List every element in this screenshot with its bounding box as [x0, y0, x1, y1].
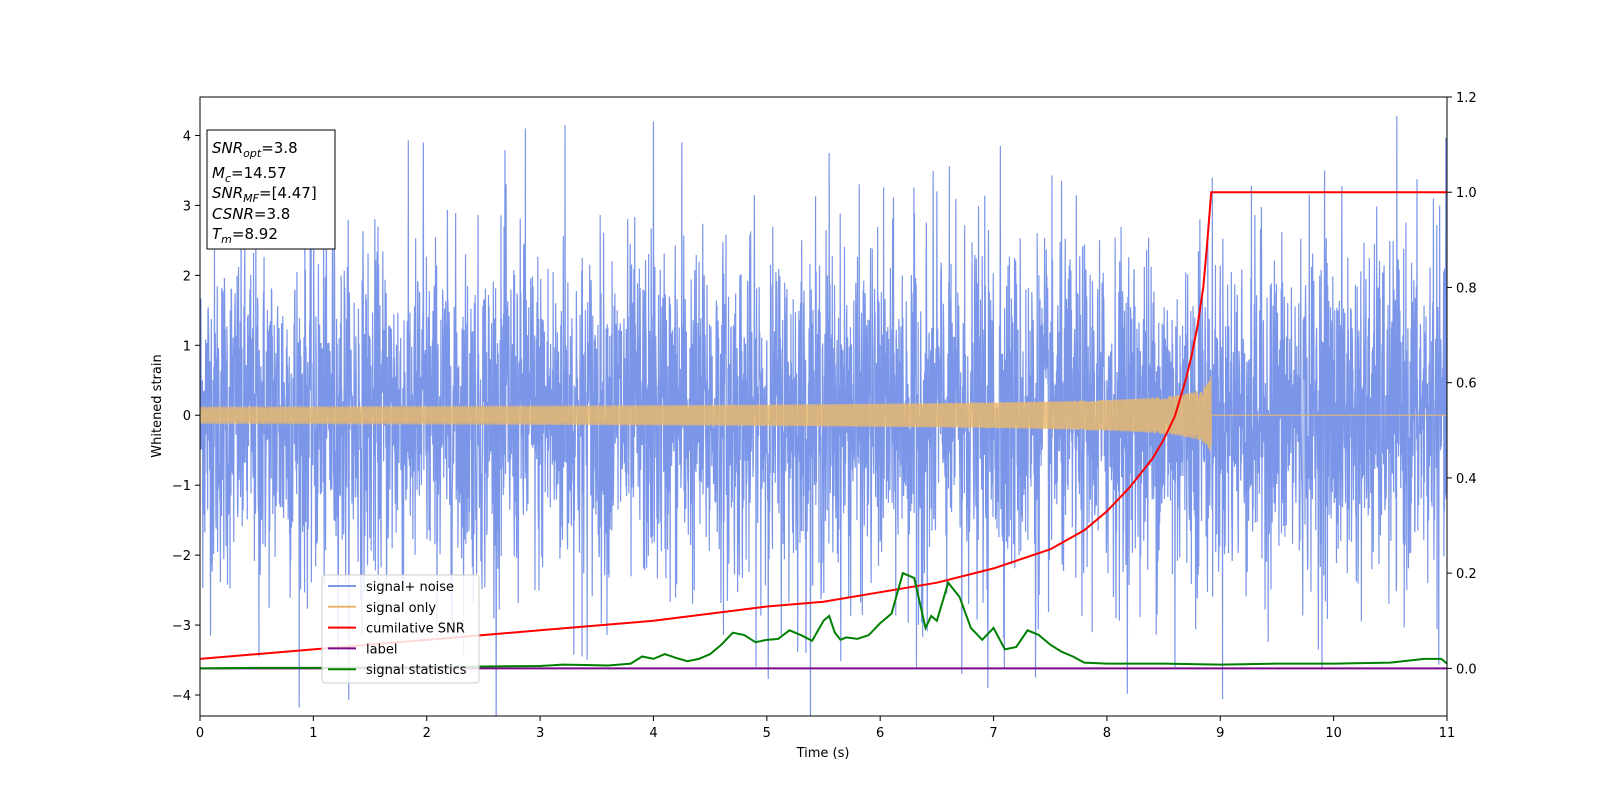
- x-tick-label: 11: [1439, 726, 1456, 741]
- info-box: SNRopt=3.8Mc=14.57SNRMF=[4.47]CSNR=3.8Tm…: [206, 129, 336, 250]
- info-subscript: MF: [243, 192, 259, 205]
- info-subscript: c: [225, 172, 231, 185]
- y-tick-label: −1: [172, 479, 191, 494]
- x-tick-label: 10: [1325, 726, 1342, 741]
- x-tick-label: 8: [1103, 726, 1111, 741]
- plot-frame: [199, 96, 1448, 717]
- info-symbol: CSNR: [212, 205, 254, 223]
- x-tick-label: 4: [649, 726, 657, 741]
- y2-tick-label: 1.2: [1456, 91, 1477, 106]
- legend-label: cumilative SNR: [366, 622, 465, 637]
- y-tick-label: 1: [183, 339, 191, 354]
- info-line: CSNR=3.8: [212, 205, 290, 223]
- y-tick-label: 4: [183, 129, 191, 144]
- info-symbol: SNR: [212, 184, 243, 202]
- x-tick-label: 3: [536, 726, 544, 741]
- info-line: SNRopt=3.8: [212, 139, 298, 160]
- series-signal-statistics: [200, 571, 1447, 670]
- legend-label: signal+ noise: [366, 580, 454, 595]
- y-tick-label: 2: [183, 269, 191, 284]
- legend-label: signal only: [366, 601, 436, 616]
- info-value: =3.8: [254, 205, 290, 223]
- info-line: SNRMF=[4.47]: [212, 184, 317, 205]
- info-subscript: m: [221, 233, 232, 246]
- info-symbol: M: [212, 164, 225, 182]
- x-tick-label: 7: [989, 726, 997, 741]
- x-tick-label: 2: [423, 726, 431, 741]
- legend: signal+ noise signal only cumilative SNR la…: [321, 574, 480, 684]
- x-tick-label: 9: [1216, 726, 1224, 741]
- y-tick-label: 0: [183, 409, 191, 424]
- ticks-layer: 0 1 2 3 4 5 6 7 8 9 10 11 −4 −3 −2 −1 0 1 2 3 4 0.0 0.2 0.4 0.6 0…: [172, 91, 1477, 741]
- info-symbol: T: [212, 225, 223, 243]
- x-tick-label: 1: [309, 726, 317, 741]
- info-value: =8.92: [232, 225, 278, 243]
- y2-tick-label: 0.2: [1456, 567, 1477, 582]
- y2-tick-label: 0.8: [1456, 281, 1477, 296]
- info-line: Tm=8.92: [212, 225, 278, 246]
- info-box-frame: [206, 129, 336, 250]
- y-tick-label: −4: [172, 689, 191, 704]
- info-symbol: SNR: [212, 139, 243, 157]
- x-tick-label: 6: [876, 726, 884, 741]
- y2-tick-label: 1.0: [1456, 186, 1477, 201]
- info-line: Mc=14.57: [212, 164, 287, 185]
- series-cumulative-snr: [200, 191, 1447, 660]
- x-tick-label: 0: [196, 726, 204, 741]
- y-tick-label: −3: [172, 619, 191, 634]
- info-subscript: opt: [243, 147, 262, 160]
- x-tick-label: 5: [763, 726, 771, 741]
- x-axis-label: Time (s): [796, 746, 850, 761]
- legend-frame: [321, 574, 480, 684]
- info-value: =[4.47]: [259, 184, 317, 202]
- y2-tick-label: 0.6: [1456, 377, 1477, 392]
- info-value: =3.8: [261, 139, 297, 157]
- series-signal-only: [200, 375, 1447, 452]
- y2-tick-label: 0.0: [1456, 662, 1477, 677]
- y-tick-label: −2: [172, 549, 191, 564]
- legend-label: label: [366, 642, 397, 657]
- legend-label: signal statistics: [366, 663, 467, 678]
- y-axis-label: Whitened strain: [150, 354, 165, 457]
- info-value: =14.57: [231, 164, 287, 182]
- y-tick-label: 3: [183, 199, 191, 214]
- y2-tick-label: 0.4: [1456, 472, 1477, 487]
